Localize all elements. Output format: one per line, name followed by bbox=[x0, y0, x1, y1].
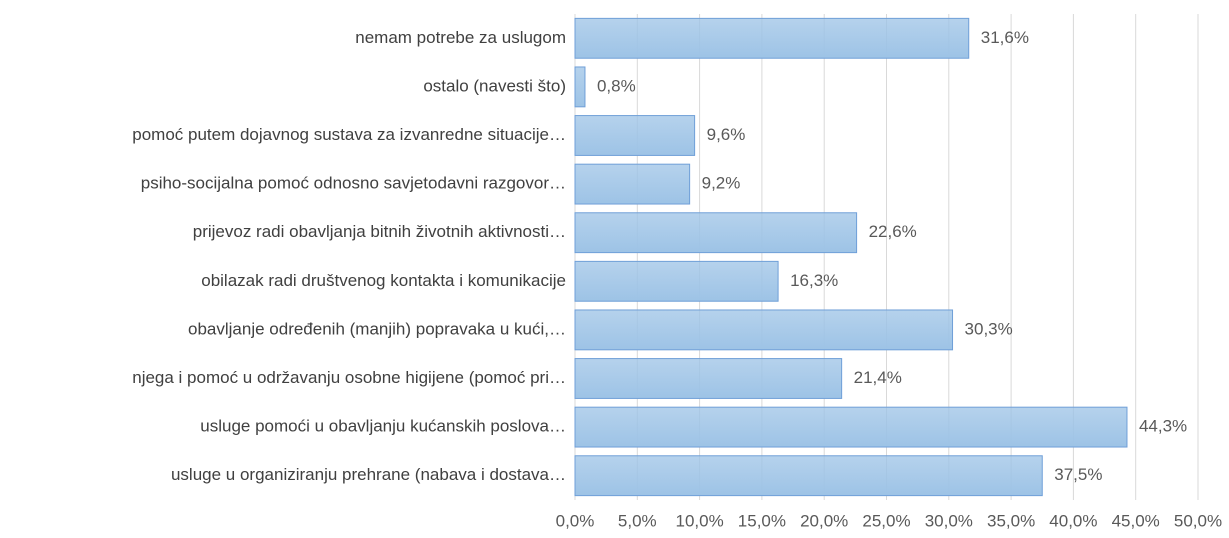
category-label: psiho-socijalna pomoć odnosno savjetodav… bbox=[141, 174, 566, 193]
x-tick-label: 50,0% bbox=[1174, 511, 1222, 530]
x-tick-label: 10,0% bbox=[675, 511, 723, 530]
value-label: 16,3% bbox=[790, 271, 838, 290]
x-tick-label: 15,0% bbox=[738, 511, 786, 530]
category-label: njega i pomoć u održavanju osobne higije… bbox=[132, 368, 566, 387]
value-label: 9,2% bbox=[702, 174, 741, 193]
bar bbox=[574, 212, 858, 254]
bar bbox=[574, 115, 696, 156]
x-tick-label: 40,0% bbox=[1049, 511, 1097, 530]
value-label: 31,6% bbox=[981, 28, 1029, 47]
value-label: 37,5% bbox=[1054, 465, 1102, 484]
bar bbox=[574, 455, 1043, 497]
x-tick-label: 35,0% bbox=[987, 511, 1035, 530]
category-label: ostalo (navesti što) bbox=[423, 76, 566, 95]
value-label: 9,6% bbox=[707, 125, 746, 144]
bar bbox=[574, 260, 779, 302]
bar bbox=[574, 17, 970, 59]
value-label: 30,3% bbox=[965, 319, 1013, 338]
category-label: prijevoz radi obavljanja bitnih životnih… bbox=[193, 222, 566, 241]
x-tick-label: 5,0% bbox=[618, 511, 657, 530]
category-label: nemam potrebe za uslugom bbox=[355, 28, 566, 47]
value-label: 0,8% bbox=[597, 76, 636, 95]
value-label: 44,3% bbox=[1139, 417, 1187, 436]
value-label: 22,6% bbox=[869, 222, 917, 241]
category-label: pomoć putem dojavnog sustava za izvanred… bbox=[132, 125, 566, 144]
value-label: 21,4% bbox=[854, 368, 902, 387]
category-label: obavljanje određenih (manjih) popravaka … bbox=[188, 319, 566, 338]
bar bbox=[574, 309, 954, 351]
bar bbox=[574, 163, 691, 205]
category-label: usluge pomoći u obavljanju kućanskih pos… bbox=[200, 417, 566, 436]
x-tick-label: 0,0% bbox=[556, 511, 595, 530]
category-label: obilazak radi društvenog kontakta i komu… bbox=[201, 271, 566, 290]
bar bbox=[574, 358, 843, 399]
x-tick-label: 20,0% bbox=[800, 511, 848, 530]
bar bbox=[574, 406, 1128, 448]
x-tick-label: 45,0% bbox=[1112, 511, 1160, 530]
bar bbox=[574, 66, 586, 108]
category-label: usluge u organiziranju prehrane (nabava … bbox=[171, 465, 566, 484]
x-tick-label: 30,0% bbox=[925, 511, 973, 530]
x-tick-label: 25,0% bbox=[862, 511, 910, 530]
